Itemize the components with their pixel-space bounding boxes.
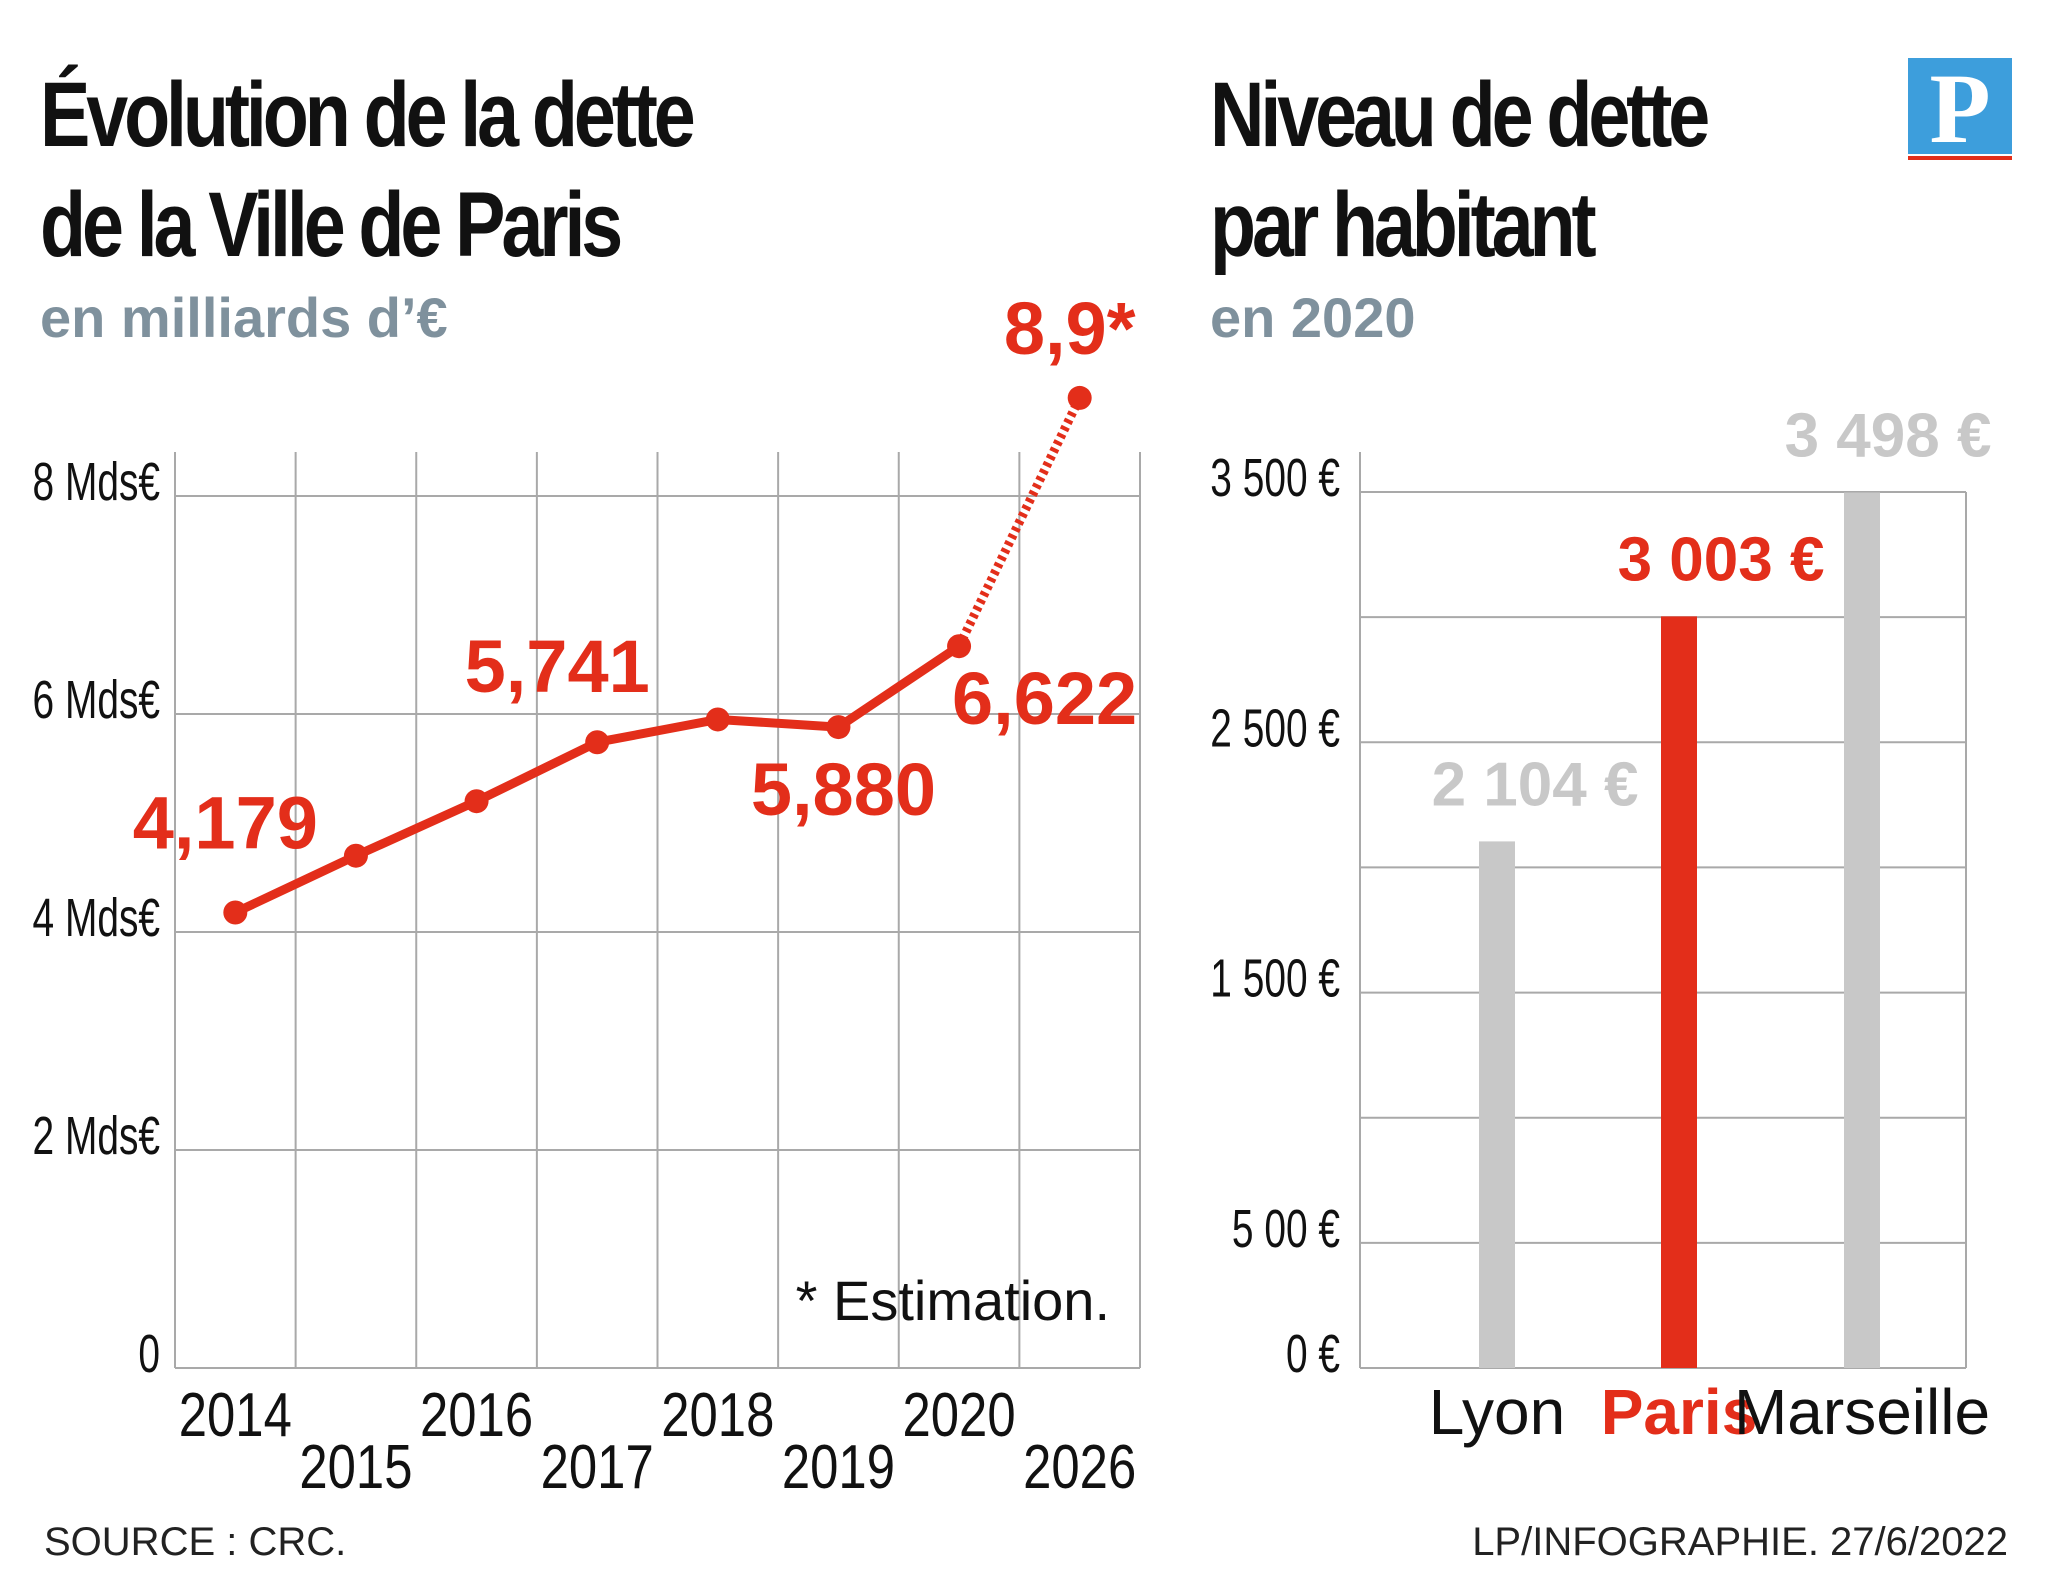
estimation-note: * Estimation. [796, 1269, 1110, 1332]
line-chart-points [223, 385, 1092, 925]
line-chart-point [464, 789, 489, 814]
line-chart-y-tick-label: 0 [138, 1323, 160, 1384]
line-chart-title-line2: de la Ville de Paris [40, 174, 623, 276]
bar-category-label: Marseille [1734, 1376, 1990, 1448]
line-chart-point [947, 634, 972, 659]
bar-chart-title-line1: Niveau de dette [1210, 64, 1710, 166]
line-chart-x-tick-label: 2016 [420, 1381, 533, 1450]
bar-value-label: 3 003 € [1618, 525, 1825, 594]
line-chart-title: Évolution de la dette de la Ville de Pari… [40, 60, 696, 280]
logo-letter: P [1929, 58, 1990, 164]
line-chart-y-tick-label: 8 Mds€ [33, 451, 160, 512]
line-chart-data-label: 6,622 [952, 657, 1137, 740]
line-chart-x-tick-label: 2020 [903, 1381, 1016, 1450]
bar-chart-title: Niveau de dette par habitant [1210, 60, 1710, 280]
bar-category-label: Paris [1601, 1376, 1758, 1448]
bar-chart-value-labels: 2 104 € 3 003 € 3 498 € [1432, 402, 1992, 820]
bar-chart: 0 € 5 00 € 1 500 € 2 500 € 3 500 € 2 104 € 3 … [1210, 402, 1992, 1448]
line-chart-point [1067, 385, 1092, 410]
line-chart: 02 Mds€4 Mds€6 Mds€8 Mds€ 20142015201620… [33, 287, 1141, 1502]
bar-chart-subtitle: en 2020 [1210, 286, 1416, 349]
line-chart-y-tick-label: 6 Mds€ [33, 669, 160, 730]
line-chart-x-tick-label: 2026 [1023, 1433, 1136, 1502]
line-chart-point [223, 900, 248, 925]
bar-chart-y-axis: 0 € 5 00 € 1 500 € 2 500 € 3 500 € [1210, 447, 1340, 1384]
line-chart-data-label: 5,741 [465, 625, 650, 708]
bar-lyon [1479, 841, 1515, 1368]
bar-value-label: 3 498 € [1785, 402, 1992, 471]
line-chart-y-axis: 0 2 Mds€ 4 Mds€ 6 Mds€ 8 Mds€ [33, 451, 160, 1384]
bar-chart-y-tick-label: 5 00 € [1232, 1198, 1340, 1259]
bar-value-label: 2 104 € [1432, 750, 1639, 819]
bar-chart-y-tick-label: 0 € [1286, 1323, 1340, 1384]
line-chart-point [826, 715, 851, 740]
line-chart-point [585, 730, 610, 755]
bar-chart-bars [1479, 492, 1880, 1368]
bar-marseille [1844, 492, 1880, 1368]
line-chart-data-label: 8,9* [1004, 287, 1136, 370]
source-note: SOURCE : CRC. [44, 1520, 347, 1564]
line-chart-x-tick-label: 2014 [179, 1381, 292, 1450]
bar-chart-title-line2: par habitant [1210, 174, 1597, 276]
bar-chart-y-tick-label: 3 500 € [1210, 447, 1340, 508]
infographic-credit: LP/INFOGRAPHIE. 27/6/2022 [1472, 1520, 2008, 1564]
line-chart-point [343, 843, 368, 868]
bar-category-label: Lyon [1429, 1376, 1565, 1448]
line-chart-x-tick-label: 2018 [661, 1381, 774, 1450]
bar-paris [1661, 616, 1697, 1368]
line-chart-y-tick-label: 4 Mds€ [33, 887, 160, 948]
line-chart-title-line1: Évolution de la dette [40, 64, 696, 166]
line-chart-x-tick-label: 2019 [782, 1433, 895, 1502]
line-chart-grid [174, 452, 1141, 1369]
line-chart-x-tick-label: 2017 [541, 1433, 654, 1502]
line-chart-data-label: 4,179 [133, 781, 318, 864]
bar-chart-y-tick-label: 2 500 € [1210, 697, 1340, 758]
debt-line-estimate [955, 395, 1084, 649]
bar-chart-y-tick-label: 1 500 € [1210, 947, 1340, 1008]
le-parisien-logo-icon: P [1908, 58, 2012, 164]
line-chart-data-label: 5,880 [751, 748, 936, 831]
line-chart-subtitle: en milliards d’€ [40, 286, 448, 349]
line-chart-y-tick-label: 2 Mds€ [33, 1105, 160, 1166]
line-chart-point [705, 707, 730, 732]
line-chart-x-tick-label: 2015 [299, 1433, 412, 1502]
